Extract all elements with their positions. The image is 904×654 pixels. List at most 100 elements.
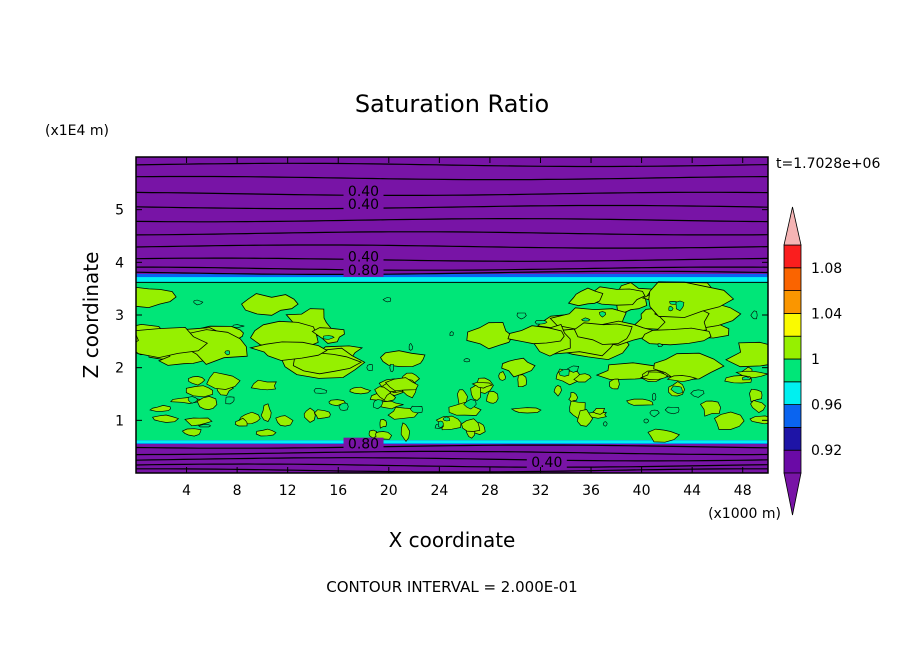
teal-hole xyxy=(366,364,373,372)
x-unit-label: (x1000 m) xyxy=(708,506,781,522)
contour-line xyxy=(136,468,768,473)
teal-hole xyxy=(338,402,349,411)
green-patch xyxy=(714,411,745,430)
green-patch xyxy=(368,429,378,439)
colorbar-swatch xyxy=(783,404,802,428)
teal-hole xyxy=(197,423,212,428)
x-tick-label: 20 xyxy=(380,483,398,499)
green-patch xyxy=(400,422,411,443)
teal-hole xyxy=(741,376,752,381)
contour-line xyxy=(136,463,768,468)
region-lower-gradient-inner xyxy=(136,440,768,444)
green-patch xyxy=(461,418,481,432)
green-patch xyxy=(510,407,542,414)
teal-hole xyxy=(651,392,657,401)
teal-hole xyxy=(463,398,477,410)
green-patch xyxy=(501,357,536,378)
colorbar-label: 1.08 xyxy=(811,261,842,277)
colorbar-label: 0.92 xyxy=(811,443,842,459)
teal-hole xyxy=(438,420,444,428)
contour-label: 0.40 xyxy=(348,184,379,200)
contour-line xyxy=(136,191,768,196)
contour-lines xyxy=(136,162,768,473)
teal-hole xyxy=(187,396,199,404)
teal-hole xyxy=(675,300,685,312)
contour-line xyxy=(136,175,768,181)
colorbar-swatch xyxy=(783,426,802,451)
green-patch xyxy=(152,414,180,423)
x-tick-label: 16 xyxy=(329,483,347,499)
teal-hole xyxy=(581,317,591,322)
chart-title: Saturation Ratio xyxy=(355,90,549,118)
green-patch xyxy=(314,409,331,420)
contour-labels: 0.400.400.400.800.800.40 xyxy=(343,184,567,471)
colorbar-swatch xyxy=(783,381,802,405)
green-patch xyxy=(749,388,763,403)
green-patch xyxy=(609,378,620,390)
colorbar-swatch xyxy=(783,244,802,269)
contour-line xyxy=(136,204,768,210)
colorbar-label: 1 xyxy=(811,352,820,368)
green-patch xyxy=(387,406,419,420)
green-patch xyxy=(592,408,605,415)
green-patch xyxy=(626,398,654,406)
contour-line xyxy=(136,257,768,262)
contour-line xyxy=(136,218,768,223)
teal-hole xyxy=(449,331,454,336)
teal-hole xyxy=(225,396,235,405)
teal-hole xyxy=(669,300,678,305)
teal-hole xyxy=(313,388,328,394)
teal-hole xyxy=(599,311,607,318)
teal-hole xyxy=(463,357,471,363)
time-label: t=1.7028e+06 xyxy=(776,156,880,172)
contour-label-bg xyxy=(343,437,384,451)
teal-hole xyxy=(373,399,383,410)
x-tick-label: 28 xyxy=(481,483,499,499)
green-patch xyxy=(292,352,363,375)
green-patch xyxy=(255,428,277,437)
green-patch xyxy=(653,352,725,381)
teal-hole xyxy=(410,405,423,414)
green-patch xyxy=(471,381,493,389)
colorbar-swatch xyxy=(783,335,802,360)
contour-label: 0.80 xyxy=(348,437,379,453)
x-tick-label: 12 xyxy=(279,483,297,499)
teal-hole xyxy=(516,312,527,320)
green-patch xyxy=(573,373,592,383)
green-patch xyxy=(507,325,565,345)
colorbar-swatch xyxy=(783,449,802,474)
y-tick-label: 1 xyxy=(115,413,124,429)
green-patch xyxy=(639,371,669,380)
teal-hole xyxy=(382,297,392,303)
green-patch xyxy=(188,376,206,386)
teal-hole xyxy=(566,365,580,373)
green-patch xyxy=(184,417,213,427)
green-patch xyxy=(553,384,562,397)
contour-label: 0.40 xyxy=(348,250,379,266)
contour-line xyxy=(136,270,768,275)
green-patch xyxy=(136,326,209,359)
y-axis-label: Z coordinate xyxy=(79,252,103,379)
green-patch xyxy=(181,428,202,437)
contour-label-bg xyxy=(343,198,384,212)
teal-hole xyxy=(670,385,683,395)
green-patch xyxy=(379,419,388,429)
green-patch xyxy=(136,286,177,309)
green-patch xyxy=(576,409,594,427)
teal-hole xyxy=(322,335,335,340)
teal-hole xyxy=(534,319,548,325)
teal-hole xyxy=(750,310,758,320)
teal-hole xyxy=(558,368,570,377)
green-patch xyxy=(573,322,633,345)
contour-label-bg xyxy=(526,456,567,470)
teal-hole xyxy=(664,406,680,415)
teal-hole xyxy=(389,363,394,373)
green-patch xyxy=(750,399,766,414)
green-patch xyxy=(568,392,578,402)
green-patch xyxy=(328,399,346,407)
green-patch xyxy=(249,341,328,361)
colorbar-swatch xyxy=(783,358,802,383)
green-patch xyxy=(241,293,299,316)
colorbar-under-arrow xyxy=(783,472,802,516)
